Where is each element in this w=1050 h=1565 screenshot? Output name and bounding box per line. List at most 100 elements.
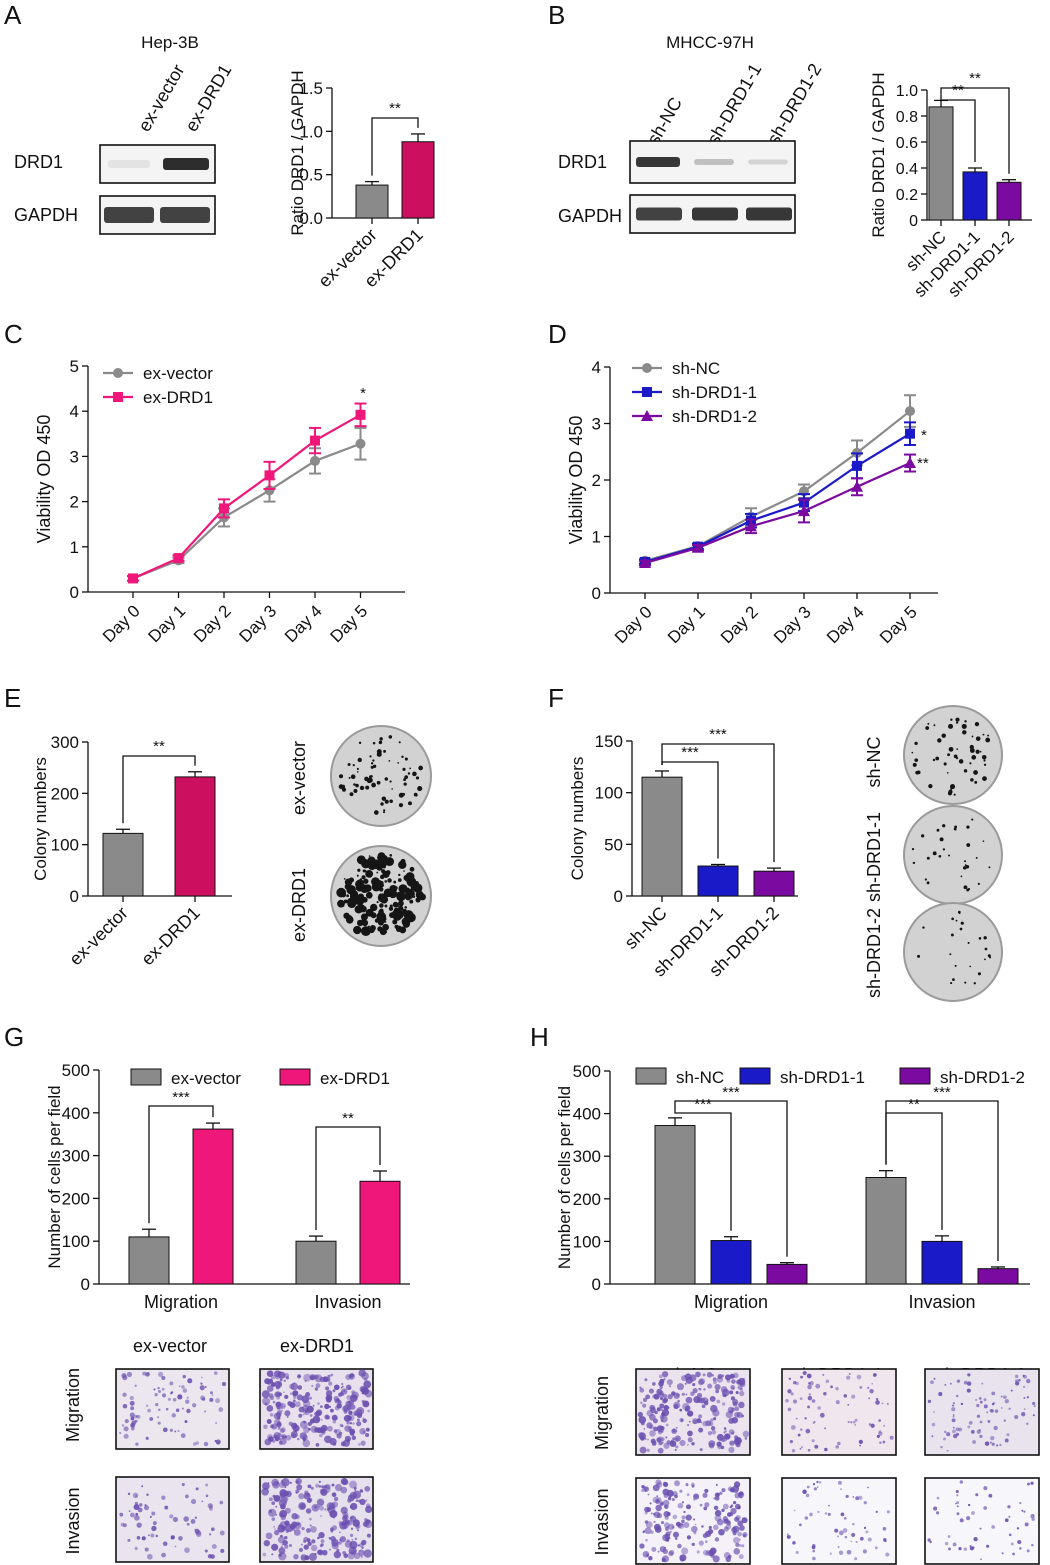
stained-cell <box>349 1533 354 1538</box>
stained-cell <box>738 1554 744 1560</box>
stained-cell <box>662 1393 668 1399</box>
stained-cell <box>659 1500 665 1507</box>
colony <box>965 865 970 869</box>
stained-cell <box>731 1526 738 1533</box>
stained-cell <box>854 1418 858 1422</box>
stained-cell <box>122 1375 128 1381</box>
stained-cell <box>971 1511 975 1515</box>
colony <box>338 774 344 779</box>
stained-cell <box>728 1554 732 1559</box>
bar <box>865 1177 907 1285</box>
stained-cell <box>729 1505 732 1509</box>
y-tick-label: 1 <box>70 538 79 557</box>
colony <box>403 870 405 872</box>
stained-cell <box>359 1385 367 1393</box>
data-point <box>905 428 915 439</box>
y-tick-label: 50 <box>604 835 623 854</box>
colony <box>376 871 379 874</box>
stained-cell <box>664 1504 669 1509</box>
stained-cell <box>283 1405 286 1408</box>
colony <box>380 914 386 920</box>
stained-cell <box>739 1390 745 1397</box>
stained-cell <box>361 1372 369 1380</box>
colony <box>358 741 362 745</box>
stained-cell <box>134 1546 138 1551</box>
stained-cell <box>790 1392 794 1396</box>
stained-cell <box>811 1399 816 1403</box>
stained-cell <box>983 1506 988 1510</box>
stained-cell <box>862 1549 867 1554</box>
stained-cell <box>194 1516 197 1519</box>
x-tick-label: ex-vector <box>65 903 131 969</box>
legend-label: ex-DRD1 <box>143 388 213 407</box>
stained-cell <box>186 1408 191 1414</box>
stained-cell <box>320 1539 325 1543</box>
panel-letter-C: C <box>4 319 23 349</box>
colony <box>401 792 406 796</box>
stained-cell <box>726 1435 729 1438</box>
stained-cell <box>273 1495 281 1502</box>
stained-cell <box>715 1389 720 1394</box>
colony <box>962 730 967 735</box>
stained-cell <box>205 1494 209 1498</box>
panel-letter-H: H <box>530 1022 549 1052</box>
bar <box>102 832 144 897</box>
lane-label: ex-vector <box>134 61 188 135</box>
significance-bracket <box>148 1105 214 1224</box>
stained-cell <box>865 1530 869 1534</box>
stained-cell <box>341 1385 344 1388</box>
y-tick-label: 200 <box>573 1190 601 1209</box>
stained-cell <box>134 1384 137 1387</box>
stained-cell <box>219 1500 224 1505</box>
stained-cell <box>271 1553 274 1556</box>
lane-label: sh-DRD1-2 <box>763 60 825 148</box>
stained-cell <box>286 1416 289 1418</box>
stained-cell <box>315 1483 320 1488</box>
stained-cell <box>713 1417 717 1421</box>
stained-cell <box>716 1492 720 1497</box>
stained-cell <box>647 1493 650 1496</box>
x-tick-label: Day 5 <box>876 602 921 647</box>
stained-cell <box>940 1445 943 1449</box>
bar <box>192 1128 234 1285</box>
stained-cell <box>310 1486 314 1490</box>
colony <box>966 843 971 847</box>
stained-cell <box>323 1429 326 1432</box>
stained-cell <box>338 1521 343 1526</box>
stained-cell <box>279 1489 288 1497</box>
stained-cell <box>340 1386 343 1389</box>
stained-cell <box>192 1403 197 1408</box>
colony <box>383 809 386 812</box>
stained-cell <box>324 1403 330 1410</box>
stained-cell <box>327 1374 331 1378</box>
stained-cell <box>850 1421 853 1424</box>
stained-cell <box>993 1425 998 1431</box>
stained-cell <box>646 1422 653 1429</box>
stained-cell <box>309 1524 312 1527</box>
stained-cell <box>190 1498 197 1505</box>
stained-cell <box>936 1496 940 1500</box>
stained-cell <box>298 1493 305 1500</box>
stained-cell <box>351 1435 357 1440</box>
stained-cell <box>172 1398 177 1402</box>
stained-cell <box>646 1553 649 1557</box>
stained-cell <box>716 1399 721 1404</box>
blot-row-label: GAPDH <box>558 206 622 226</box>
stained-cell <box>317 1536 320 1540</box>
colony <box>981 755 987 760</box>
stained-cell <box>302 1407 311 1416</box>
stained-cell <box>201 1500 204 1503</box>
stained-cell <box>686 1535 692 1540</box>
stained-cell <box>714 1514 722 1522</box>
stained-cell <box>220 1548 225 1554</box>
stained-cell <box>728 1436 731 1439</box>
stained-cell <box>817 1406 821 1410</box>
cell-line-title: MHCC-97H <box>666 33 754 52</box>
colony <box>914 741 918 746</box>
colony <box>969 762 972 765</box>
colony <box>926 881 930 885</box>
stained-cell <box>963 1380 968 1385</box>
colony <box>397 762 400 764</box>
stained-cell <box>365 1432 370 1437</box>
stained-cell <box>785 1398 789 1403</box>
